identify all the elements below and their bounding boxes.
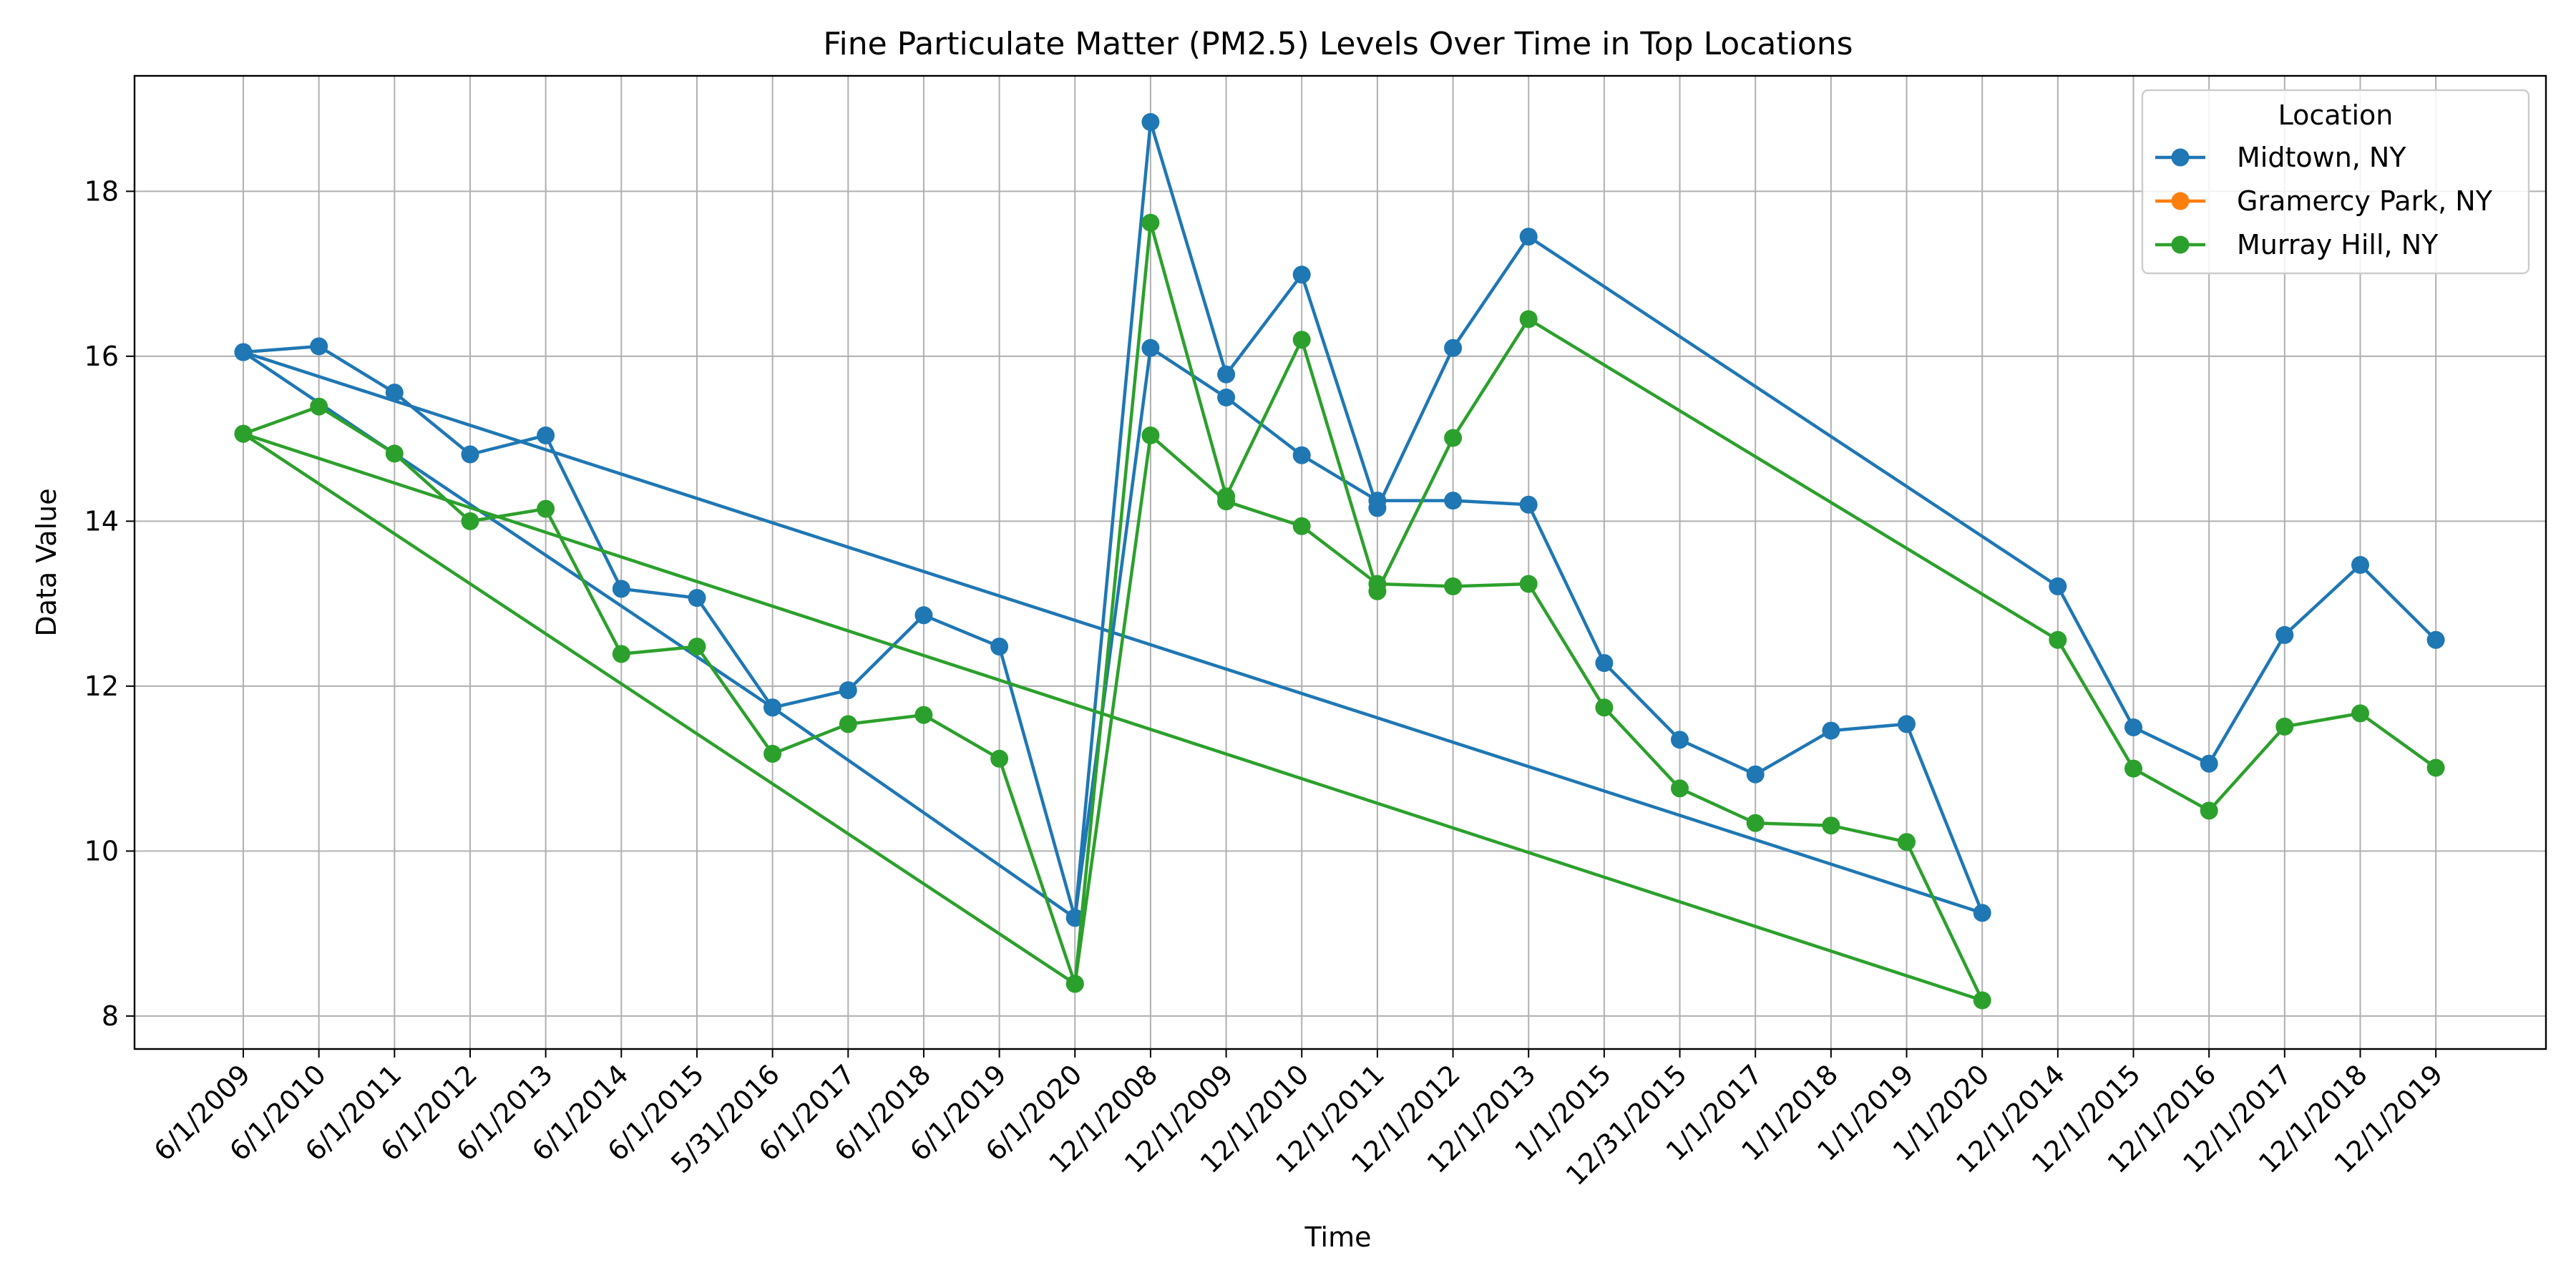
legend-marker: [2171, 192, 2190, 210]
data-point: [1973, 904, 1991, 922]
data-point: [234, 424, 253, 443]
data-point: [2049, 630, 2067, 649]
data-point: [1217, 389, 1236, 406]
data-point: [1822, 721, 1840, 740]
data-point: [385, 384, 404, 402]
data-point: [1292, 331, 1311, 349]
data-point: [1519, 495, 1538, 514]
data-point: [1065, 909, 1084, 927]
data-point: [461, 445, 479, 464]
data-point: [1141, 113, 1160, 131]
series-line: [241, 220, 2438, 1002]
data-point: [1519, 310, 1538, 328]
legend-label: Midtown, NY: [2237, 142, 2406, 173]
data-point: [1519, 575, 1538, 593]
data-point: [2275, 625, 2294, 644]
data-point: [234, 343, 253, 361]
data-point: [612, 645, 630, 663]
data-point: [2351, 556, 2369, 574]
data-point: [1141, 213, 1160, 232]
data-point: [1746, 765, 1765, 784]
data-point: [1065, 975, 1084, 993]
y-tick-label: 16: [84, 341, 119, 372]
data-point: [1217, 487, 1236, 506]
data-point: [1368, 499, 1387, 517]
data-point: [1292, 446, 1311, 464]
data-point: [1898, 715, 1916, 733]
data-point: [1671, 779, 1689, 798]
data-point: [990, 638, 1009, 656]
data-point: [1595, 654, 1614, 673]
data-point: [2124, 718, 2142, 736]
data-point: [1141, 426, 1160, 444]
data-point: [1217, 365, 1236, 384]
data-point: [537, 426, 555, 444]
data-point: [1973, 991, 1991, 1010]
data-point: [2049, 577, 2067, 595]
y-tick-label: 12: [84, 670, 119, 702]
data-point: [1444, 577, 1463, 595]
data-point: [688, 638, 706, 656]
legend-label: Murray Hill, NY: [2237, 229, 2439, 260]
x-axis-label: Time: [1304, 1221, 1372, 1253]
y-tick-label: 18: [84, 175, 119, 207]
data-point: [2200, 801, 2218, 820]
data-point: [1368, 582, 1387, 600]
legend-label: Gramercy Park, NY: [2237, 185, 2493, 217]
y-axis-label: Data Value: [31, 488, 62, 636]
data-point: [1292, 517, 1311, 535]
data-point: [461, 512, 479, 530]
data-point: [2124, 759, 2142, 778]
data-point: [310, 337, 328, 356]
chart-title: Fine Particulate Matter (PM2.5) Levels O…: [823, 26, 1853, 62]
data-point: [2275, 717, 2294, 736]
y-tick-label: 14: [84, 505, 119, 537]
legend-frame: [2141, 89, 2530, 275]
data-point: [2426, 630, 2445, 649]
data-point: [1898, 833, 1916, 852]
data-point: [1444, 338, 1463, 357]
data-point: [2426, 758, 2445, 777]
legend-marker: [2171, 148, 2190, 167]
data-point: [990, 749, 1009, 768]
data-point: [1444, 429, 1463, 447]
data-point: [914, 606, 933, 625]
data-point: [763, 698, 782, 717]
data-point: [1292, 265, 1311, 284]
data-point: [763, 744, 782, 763]
data-point: [839, 715, 857, 733]
data-point: [2200, 754, 2218, 773]
data-point: [914, 706, 933, 724]
data-point: [612, 580, 630, 598]
data-point: [1595, 698, 1614, 717]
data-point: [385, 444, 404, 463]
y-tick-label: 8: [102, 1000, 119, 1032]
data-point: [2351, 704, 2369, 723]
data-point: [537, 499, 555, 518]
series-lines: [234, 113, 2445, 1010]
data-point: [1746, 814, 1765, 832]
data-point: [1671, 731, 1689, 749]
legend-title: Location: [2278, 99, 2394, 131]
data-point: [1444, 492, 1463, 510]
data-point: [1519, 228, 1538, 246]
legend: Location Midtown, NY Gramercy Park, NY Mur…: [2141, 89, 2530, 275]
y-tick-label: 10: [84, 835, 119, 867]
data-point: [1141, 338, 1160, 357]
data-point: [1822, 816, 1840, 835]
plot-frame: [133, 74, 2547, 1050]
data-point: [839, 681, 857, 700]
data-point: [688, 589, 706, 608]
legend-items: Midtown, NY Gramercy Park, NY Murray Hill,…: [2155, 142, 2493, 260]
data-point: [310, 397, 328, 416]
legend-marker: [2171, 235, 2190, 254]
